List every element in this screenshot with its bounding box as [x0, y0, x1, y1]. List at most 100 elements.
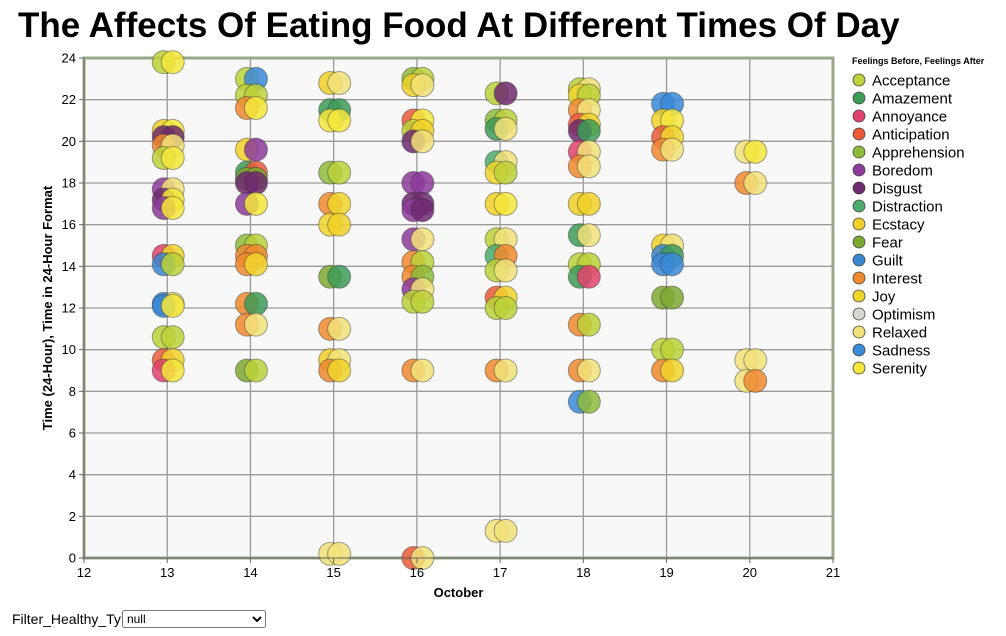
x-tick-label: 15	[326, 565, 340, 580]
legend-label: Distraction	[872, 199, 943, 216]
point-after	[327, 212, 352, 237]
legend-swatch	[852, 343, 866, 357]
point-after	[660, 252, 685, 277]
legend-label: Optimism	[872, 307, 935, 324]
point-after	[743, 171, 768, 195]
point-after	[410, 73, 435, 98]
legend-swatch	[852, 217, 866, 231]
legend-swatch	[852, 127, 866, 141]
y-tick-label: 8	[69, 384, 76, 399]
legend-swatch	[852, 307, 866, 321]
point-after	[743, 368, 768, 393]
filter-control: Filter_Healthy_Ty null	[12, 610, 266, 628]
chart-title: The Affects Of Eating Food At Different …	[18, 6, 900, 45]
legend-label: Serenity	[872, 361, 928, 378]
legend-label: Boredom	[872, 163, 933, 180]
point-after	[743, 348, 768, 373]
point-after	[576, 191, 601, 216]
filter-label: Filter_Healthy_Ty	[12, 611, 121, 627]
point-after	[243, 252, 268, 277]
y-tick-label: 6	[69, 426, 76, 441]
point-after	[576, 223, 601, 248]
point-after	[160, 358, 185, 383]
point-after	[243, 96, 268, 120]
legend-label: Annoyance	[872, 109, 947, 126]
x-tick-label: 20	[743, 565, 757, 580]
point-after	[743, 139, 768, 164]
legend-swatch	[852, 253, 866, 267]
data-points	[151, 50, 768, 570]
y-tick-label: 12	[62, 301, 76, 316]
legend-label: Disgust	[872, 181, 923, 198]
point-after	[327, 160, 352, 185]
x-tick-label: 21	[826, 565, 840, 580]
point-after	[243, 137, 268, 162]
point-after	[243, 291, 268, 316]
legend-label: Amazement	[872, 91, 953, 108]
point-after	[410, 227, 435, 252]
point-after	[493, 258, 518, 283]
point-after	[660, 358, 685, 383]
legend-label: Anticipation	[872, 127, 950, 144]
point-after	[327, 541, 352, 566]
point-after	[410, 171, 435, 195]
legend-label: Ecstacy	[872, 217, 925, 234]
point-after	[493, 81, 518, 106]
point-after	[160, 252, 185, 277]
axes: 12 13 14 15 16 17 18 19 20 2102468101214161820222…	[62, 51, 841, 581]
filter-healthy-type-select[interactable]: null	[121, 610, 266, 628]
point-after	[493, 296, 518, 320]
point-after	[327, 358, 352, 383]
y-tick-label: 22	[62, 92, 76, 107]
y-tick-label: 16	[62, 217, 76, 232]
x-tick-label: 19	[659, 565, 673, 580]
point-after	[660, 337, 685, 362]
legend-swatch	[852, 199, 866, 213]
y-tick-label: 18	[62, 176, 76, 191]
point-after	[660, 137, 685, 162]
y-tick-label: 20	[62, 134, 76, 149]
legend-swatch	[852, 163, 866, 177]
legend-label: Relaxed	[872, 325, 927, 342]
point-after	[576, 154, 601, 179]
x-tick-label: 17	[493, 565, 507, 580]
y-tick-label: 0	[69, 551, 76, 566]
legend-label: Acceptance	[872, 73, 950, 90]
point-after	[327, 264, 352, 289]
y-tick-label: 24	[62, 51, 76, 66]
point-after	[160, 325, 185, 350]
y-tick-label: 4	[69, 467, 76, 482]
legend-swatch	[852, 361, 866, 375]
point-after	[410, 358, 435, 383]
legend-swatch	[852, 289, 866, 303]
y-tick-label: 2	[69, 509, 76, 524]
point-after	[410, 129, 435, 154]
legend-swatch	[852, 73, 866, 87]
point-after	[576, 358, 601, 383]
legend-label: Sadness	[872, 343, 930, 360]
legend-label: Interest	[872, 271, 923, 288]
point-after	[410, 198, 435, 223]
legend-label: Joy	[872, 289, 896, 306]
x-tick-label: 12	[77, 565, 91, 580]
point-after	[493, 518, 518, 543]
point-after	[243, 358, 268, 383]
x-axis-title: October	[434, 585, 484, 600]
point-after	[160, 50, 185, 75]
legend-swatch	[852, 271, 866, 285]
x-tick-label: 18	[576, 565, 590, 580]
point-after	[327, 316, 352, 341]
y-axis-title: Time (24-Hour), Time in 24-Hour Format	[40, 185, 55, 430]
legend: AcceptanceAmazementAnnoyanceAnticipation…	[852, 73, 965, 378]
x-tick-label: 13	[160, 565, 174, 580]
y-tick-label: 10	[62, 342, 76, 357]
legend-label: Guilt	[872, 253, 904, 270]
point-after	[160, 293, 185, 318]
point-after	[576, 264, 601, 289]
x-tick-label: 16	[410, 565, 424, 580]
legend-swatch	[852, 181, 866, 195]
point-after	[576, 389, 601, 414]
point-after	[576, 312, 601, 337]
legend-swatch	[852, 91, 866, 105]
